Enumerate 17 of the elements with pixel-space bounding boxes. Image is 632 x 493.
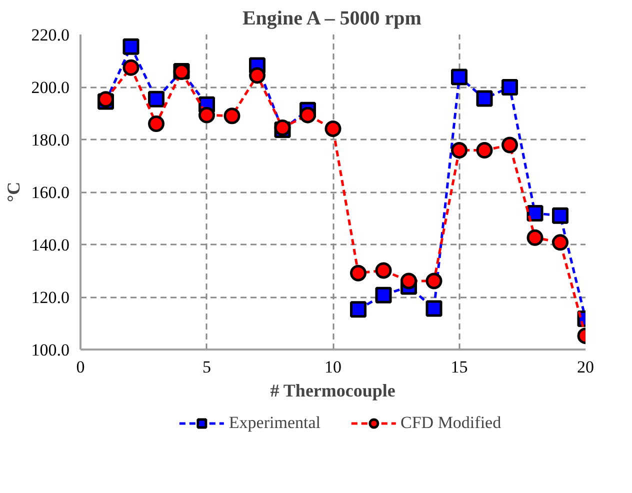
y-tick-label: 220.0 [31,26,70,44]
legend-label: Experimental [228,413,320,433]
x-axis-title: # Thermocouple [270,380,396,400]
x-tick-label: 0 [76,358,85,376]
y-tick-label: 100.0 [31,340,70,360]
x-tick-label: 10 [324,358,342,376]
legend-label: CFD Modified [400,413,502,433]
y-tick-label: 140.0 [31,236,70,254]
x-tick-label: 15 [450,358,468,376]
y-axis-title: °C [3,182,24,202]
y-tick-label: 160.0 [31,183,70,202]
x-tick-label: 5 [202,358,211,376]
x-tick-label: 20 [577,358,594,376]
y-tick-label: 120.0 [31,288,70,307]
chart-title: Engine A – 5000 rpm [242,8,422,30]
y-tick-label: 180.0 [31,130,70,150]
y-tick-label: 200.0 [31,78,70,97]
